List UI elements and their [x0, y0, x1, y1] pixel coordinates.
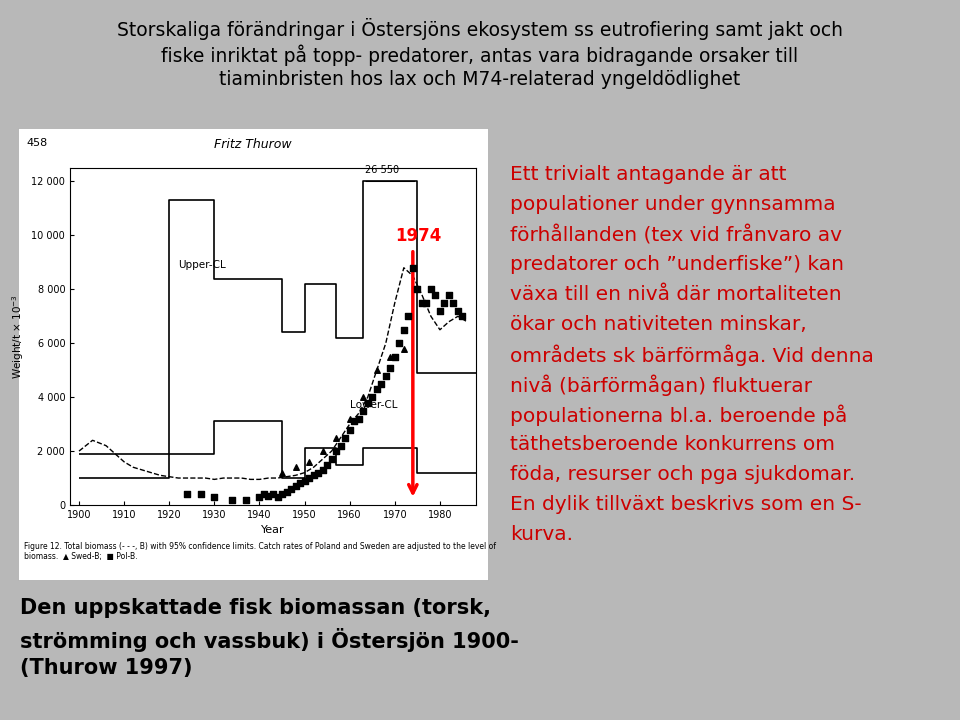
Text: tiaminbristen hos lax och M74-relaterad yngeldödlighet: tiaminbristen hos lax och M74-relaterad … [220, 70, 740, 89]
Text: förhållanden (tex vid frånvaro av: förhållanden (tex vid frånvaro av [510, 225, 842, 245]
Point [324, 454, 339, 465]
Point [450, 305, 466, 317]
Point [360, 397, 375, 408]
Text: föda, resurser och pga sjukdomar.: föda, resurser och pga sjukdomar. [510, 465, 855, 484]
Point [256, 488, 272, 500]
Point [351, 413, 367, 425]
Point [283, 483, 299, 495]
Point [387, 351, 402, 362]
Point [432, 305, 447, 317]
Point [193, 488, 208, 500]
Point [301, 472, 317, 484]
Point [414, 297, 429, 309]
Text: En dylik tillväxt beskrivs som en S-: En dylik tillväxt beskrivs som en S- [510, 495, 862, 514]
Text: 1974: 1974 [395, 227, 442, 245]
Point [342, 424, 357, 436]
Point [252, 491, 267, 503]
Text: populationerna bl.a. beroende på: populationerna bl.a. beroende på [510, 405, 848, 426]
Point [347, 415, 362, 427]
Point [293, 477, 308, 489]
Point [365, 392, 380, 403]
Point [445, 297, 461, 309]
Point [310, 467, 325, 478]
Text: Fritz Thurow: Fritz Thurow [214, 138, 292, 151]
Point [378, 370, 394, 382]
Text: växa till en nivå där mortaliteten: växa till en nivå där mortaliteten [510, 285, 842, 304]
Point [383, 351, 398, 362]
Point [383, 361, 398, 373]
Point [288, 462, 303, 473]
Point [392, 338, 407, 349]
Point [338, 432, 353, 444]
Point [333, 440, 348, 451]
Point [342, 413, 357, 425]
Point [265, 488, 280, 500]
Point [328, 432, 344, 444]
Point [410, 284, 425, 295]
Point [369, 364, 384, 376]
Text: ökar och nativiteten minskar,: ökar och nativiteten minskar, [510, 315, 806, 334]
Point [275, 488, 290, 500]
Point [396, 324, 412, 336]
Text: områdets sk bärförmåga. Vid denna: områdets sk bärförmåga. Vid denna [510, 345, 874, 366]
Text: populationer under gynnsamma: populationer under gynnsamma [510, 195, 835, 214]
Point [261, 490, 276, 501]
Point [225, 494, 240, 505]
Text: täthetsberoende konkurrens om: täthetsberoende konkurrens om [510, 435, 835, 454]
Text: Figure 12. Total biomass (- - -, B) with 95% confidence limits. Catch rates of P: Figure 12. Total biomass (- - -, B) with… [24, 542, 496, 562]
Text: Ett trivialt antagande är att: Ett trivialt antagande är att [510, 165, 786, 184]
Point [455, 310, 470, 322]
Point [355, 392, 371, 403]
Point [270, 491, 285, 503]
Point [315, 445, 330, 456]
Point [355, 405, 371, 416]
Point [315, 464, 330, 476]
Text: Lower-CL: Lower-CL [349, 400, 397, 410]
Point [396, 343, 412, 354]
Text: predatorer och ”underfiske”) kan: predatorer och ”underfiske”) kan [510, 255, 844, 274]
Point [437, 297, 452, 309]
Point [442, 289, 457, 300]
Text: nivå (bärförmågan) fluktuerar: nivå (bärförmågan) fluktuerar [510, 375, 812, 397]
Point [278, 486, 294, 498]
Point [369, 383, 384, 395]
Point [301, 456, 317, 467]
Text: kurva.: kurva. [510, 525, 573, 544]
Text: Upper-CL: Upper-CL [179, 260, 226, 270]
Point [400, 310, 416, 322]
Point [238, 494, 253, 505]
Text: strömming och vassbuk) i Östersjön 1900-: strömming och vassbuk) i Östersjön 1900- [20, 628, 518, 652]
Point [320, 459, 335, 470]
Point [423, 284, 439, 295]
Point [428, 289, 444, 300]
Text: 458: 458 [26, 138, 47, 148]
Point [288, 480, 303, 492]
Point [405, 262, 420, 274]
Text: (Thurow 1997): (Thurow 1997) [20, 658, 193, 678]
Point [306, 469, 322, 481]
Text: Storskaliga förändringar i Östersjöns ekosystem ss eutrofiering samt jakt och: Storskaliga förändringar i Östersjöns ek… [117, 18, 843, 40]
Point [328, 445, 344, 456]
Bar [18, 128, 488, 580]
X-axis label: Year: Year [261, 526, 285, 536]
Point [180, 488, 195, 500]
Text: fiske inriktat på topp- predatorer, antas vara bidragande orsaker till: fiske inriktat på topp- predatorer, anta… [161, 44, 799, 66]
Point [206, 491, 222, 503]
Point [419, 297, 434, 309]
Point [373, 378, 389, 390]
Point [275, 467, 290, 478]
Text: Den uppskattade fisk biomassan (torsk,: Den uppskattade fisk biomassan (torsk, [20, 598, 491, 618]
Y-axis label: Weight/t $\times$ 10$^{-3}$: Weight/t $\times$ 10$^{-3}$ [10, 294, 26, 379]
Point [297, 475, 312, 487]
Text: 26 550: 26 550 [366, 166, 399, 176]
